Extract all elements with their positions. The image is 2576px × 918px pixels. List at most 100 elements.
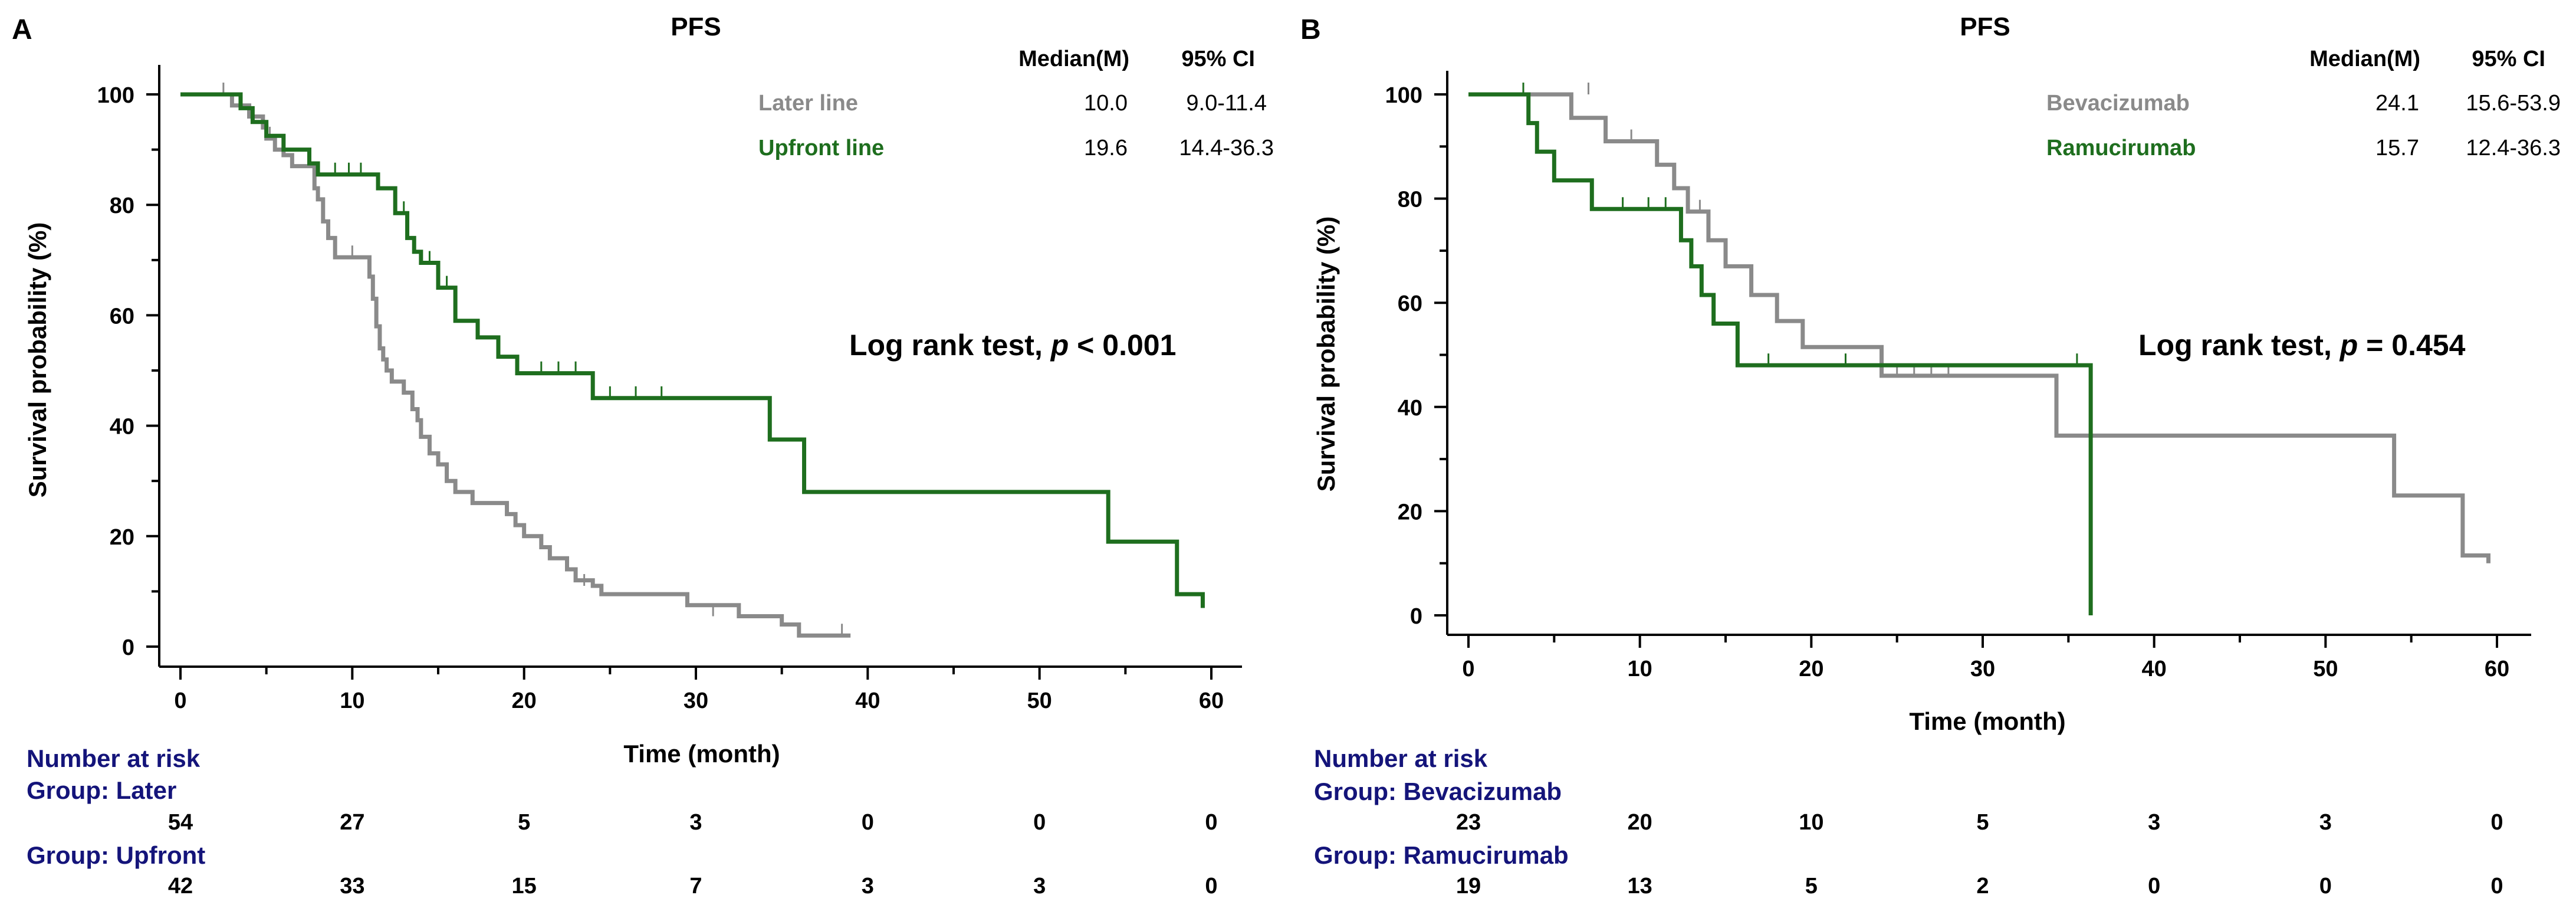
legend-ci-ramucirumab: 12.4-36.3 xyxy=(2466,136,2561,160)
km-curve-bevacizumab xyxy=(1468,92,2490,563)
x-tick-label-a-40: 40 xyxy=(855,688,880,713)
y-tick-label-b-80: 80 xyxy=(1398,188,1422,212)
legend-header-median-b: Median(M) xyxy=(2309,47,2420,71)
logrank-suffix-b: = 0.454 xyxy=(2358,329,2465,362)
risk-value-b-g0-t50: 3 xyxy=(2319,810,2332,835)
x-tick-label-a-0: 0 xyxy=(174,688,186,713)
risk-value-b-g1-t50: 0 xyxy=(2319,874,2332,899)
y-tick-label-a-100: 100 xyxy=(97,83,134,108)
risk-value-a-g1-t0: 42 xyxy=(168,874,193,899)
risk-group-label-bevacizumab: Group: Bevacizumab xyxy=(1314,778,1562,805)
logrank-annotation-a: Log rank test, p < 0.001 xyxy=(849,329,1176,362)
risk-value-a-g1-t20: 15 xyxy=(512,874,537,899)
risk-value-a-g0-t60: 0 xyxy=(1205,810,1217,835)
x-tick-label-b-20: 20 xyxy=(1799,657,1823,681)
legend-ci-bevacizumab: 15.6-53.9 xyxy=(2466,91,2561,116)
plot-title-b: PFS xyxy=(1960,12,2010,41)
legend-name-upfront: Upfront line xyxy=(758,136,884,160)
risk-value-a-g0-t20: 5 xyxy=(518,810,530,835)
km-curve-later-line xyxy=(180,92,851,638)
risk-value-a-g1-t50: 3 xyxy=(1033,874,1046,899)
risk-numbers-a: 54 27 5 3 0 0 042 33 15 7 3 3 0 xyxy=(168,810,1218,899)
risk-value-b-g1-t30: 2 xyxy=(1976,874,1989,899)
x-tick-label-b-40: 40 xyxy=(2142,657,2167,681)
risk-group-label-later: Group: Later xyxy=(27,776,176,804)
x-tick-label-b-30: 30 xyxy=(1970,657,1995,681)
panel-letter-a: A xyxy=(12,14,32,45)
legend-ci-upfront: 14.4-36.3 xyxy=(1179,136,1274,160)
km-curves-a xyxy=(180,83,1205,638)
risk-value-b-g0-t0: 23 xyxy=(1456,810,1481,835)
legend-median-later: 10.0 xyxy=(1084,91,1128,116)
risk-value-a-g0-t50: 0 xyxy=(1033,810,1046,835)
logrank-p-b: p xyxy=(2339,329,2358,362)
risk-value-a-g0-t10: 27 xyxy=(340,810,364,835)
x-tick-label-b-60: 60 xyxy=(2485,657,2509,681)
axis-ticks-b: 0 10 20 30 40 50 60 0 20 40 60 80 100 xyxy=(1385,83,2510,681)
risk-value-b-g1-t0: 19 xyxy=(1456,874,1481,899)
risk-numbers-b: 23 20 10 5 3 3 019 13 5 2 0 0 0 xyxy=(1456,810,2503,899)
logrank-annotation-b: Log rank test, p = 0.454 xyxy=(2138,329,2466,362)
x-tick-label-a-10: 10 xyxy=(340,688,364,713)
plot-title-a: PFS xyxy=(671,12,721,41)
km-curves-b xyxy=(1468,83,2490,615)
risk-value-a-g0-t30: 3 xyxy=(689,810,702,835)
km-curve-ramucirumab xyxy=(1468,92,2093,615)
logrank-prefix-a: Log rank test, xyxy=(849,329,1051,362)
y-tick-label-b-40: 40 xyxy=(1398,396,1422,421)
x-axis-title-b: Time (month) xyxy=(1909,707,2065,735)
x-tick-label-b-10: 10 xyxy=(1628,657,1652,681)
panel-a: A PFS Median(M) 95% CI Later line 10.0 9… xyxy=(12,12,1274,899)
risk-value-b-g1-t60: 0 xyxy=(2490,874,2503,899)
y-tick-label-b-100: 100 xyxy=(1385,83,1422,108)
y-tick-label-b-20: 20 xyxy=(1398,500,1422,524)
risk-value-a-g0-t40: 0 xyxy=(862,810,874,835)
risk-value-b-g0-t30: 5 xyxy=(1976,810,1989,835)
y-tick-label-b-60: 60 xyxy=(1398,291,1422,316)
x-axis-title-a: Time (month) xyxy=(623,740,780,768)
risk-table-header-a: Number at risk xyxy=(27,745,201,772)
y-axis-title-b: Survival probability (%) xyxy=(1312,217,1340,492)
legend-name-bevacizumab: Bevacizumab xyxy=(2046,91,2190,116)
legend-header-median-a: Median(M) xyxy=(1018,47,1129,71)
risk-group-label-upfront: Group: Upfront xyxy=(27,841,205,869)
x-tick-label-a-50: 50 xyxy=(1027,688,1052,713)
y-tick-label-b-0: 0 xyxy=(1410,604,1422,629)
y-tick-label-a-80: 80 xyxy=(110,194,134,218)
legend-median-bevacizumab: 24.1 xyxy=(2375,91,2419,116)
y-tick-label-a-60: 60 xyxy=(110,304,134,329)
x-tick-label-a-60: 60 xyxy=(1199,688,1224,713)
legend-median-ramucirumab: 15.7 xyxy=(2375,136,2419,160)
legend-name-later: Later line xyxy=(758,91,858,116)
y-tick-label-a-20: 20 xyxy=(110,525,134,550)
risk-value-b-g1-t20: 5 xyxy=(1805,874,1818,899)
risk-value-a-g1-t10: 33 xyxy=(340,874,364,899)
x-tick-label-a-20: 20 xyxy=(512,688,537,713)
risk-value-a-g0-t0: 54 xyxy=(168,810,193,835)
logrank-suffix-a: < 0.001 xyxy=(1069,329,1176,362)
legend-ci-later: 9.0-11.4 xyxy=(1186,91,1267,116)
risk-value-a-g1-t40: 3 xyxy=(862,874,874,899)
km-curve-upfront-line xyxy=(180,92,1205,608)
x-tick-label-b-0: 0 xyxy=(1462,657,1474,681)
logrank-prefix-b: Log rank test, xyxy=(2138,329,2340,362)
risk-value-b-g0-t10: 20 xyxy=(1628,810,1652,835)
axis-ticks-a: 0 10 20 30 40 50 60 0 20 40 60 80 100 xyxy=(97,83,1224,713)
risk-table-header-b: Number at risk xyxy=(1314,745,1488,772)
legend-header-ci-b: 95% CI xyxy=(2472,47,2545,71)
y-tick-label-a-0: 0 xyxy=(122,635,134,660)
x-tick-label-b-50: 50 xyxy=(2313,657,2338,681)
risk-value-b-g1-t40: 0 xyxy=(2148,874,2160,899)
logrank-p-a: p xyxy=(1050,329,1069,362)
legend-median-upfront: 19.6 xyxy=(1084,136,1128,160)
risk-value-b-g0-t60: 0 xyxy=(2490,810,2503,835)
risk-value-a-g1-t30: 7 xyxy=(689,874,702,899)
panel-letter-b: B xyxy=(1300,14,1321,45)
legend-name-ramucirumab: Ramucirumab xyxy=(2046,136,2196,160)
x-tick-label-a-30: 30 xyxy=(684,688,708,713)
risk-group-label-ramucirumab: Group: Ramucirumab xyxy=(1314,841,1569,869)
risk-value-a-g1-t60: 0 xyxy=(1205,874,1217,899)
panel-b: B PFS Median(M) 95% CI Bevacizumab 24.1 … xyxy=(1300,12,2561,899)
legend-header-ci-a: 95% CI xyxy=(1181,47,1255,71)
